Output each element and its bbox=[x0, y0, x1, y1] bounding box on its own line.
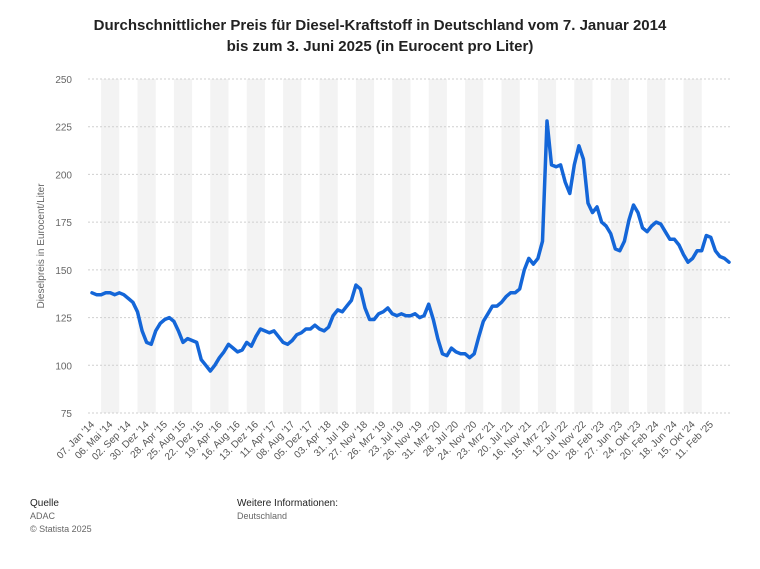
column-stripe bbox=[246, 79, 265, 413]
column-stripe bbox=[210, 79, 229, 413]
y-tick-label: 225 bbox=[55, 123, 72, 134]
column-stripe bbox=[283, 79, 302, 413]
y-tick-label: 175 bbox=[55, 218, 72, 229]
data-line bbox=[90, 119, 731, 373]
y-tick-label: 200 bbox=[55, 170, 72, 181]
column-stripe bbox=[610, 79, 629, 413]
info-heading: Weitere Informationen: bbox=[237, 498, 338, 509]
y-tick-label: 100 bbox=[55, 361, 72, 372]
column-stripe bbox=[647, 79, 666, 413]
y-tick-label: 125 bbox=[55, 314, 72, 325]
source-name: ADAC bbox=[30, 511, 56, 521]
column-stripe bbox=[137, 79, 156, 413]
y-tick-label: 75 bbox=[61, 409, 73, 420]
column-stripe bbox=[319, 79, 338, 413]
y-tick-label: 150 bbox=[55, 266, 72, 277]
column-stripe bbox=[392, 79, 411, 413]
y-tick-label: 250 bbox=[55, 75, 72, 86]
column-stripe bbox=[574, 79, 593, 413]
column-stripe bbox=[501, 79, 520, 413]
y-axis-label: Dieselpreis in Eurocent/Liter bbox=[36, 183, 47, 309]
chart-title: Durchschnittlicher Preis für Diesel-Kraf… bbox=[94, 17, 667, 55]
source-heading: Quelle bbox=[30, 498, 59, 509]
column-stripe bbox=[355, 79, 375, 413]
column-stripe bbox=[683, 79, 702, 413]
column-stripe bbox=[173, 79, 193, 413]
info-text: Deutschland bbox=[237, 511, 287, 521]
column-stripe bbox=[101, 79, 120, 413]
copyright: © Statista 2025 bbox=[30, 524, 92, 534]
column-stripe bbox=[428, 79, 447, 413]
column-stripe bbox=[465, 79, 484, 413]
